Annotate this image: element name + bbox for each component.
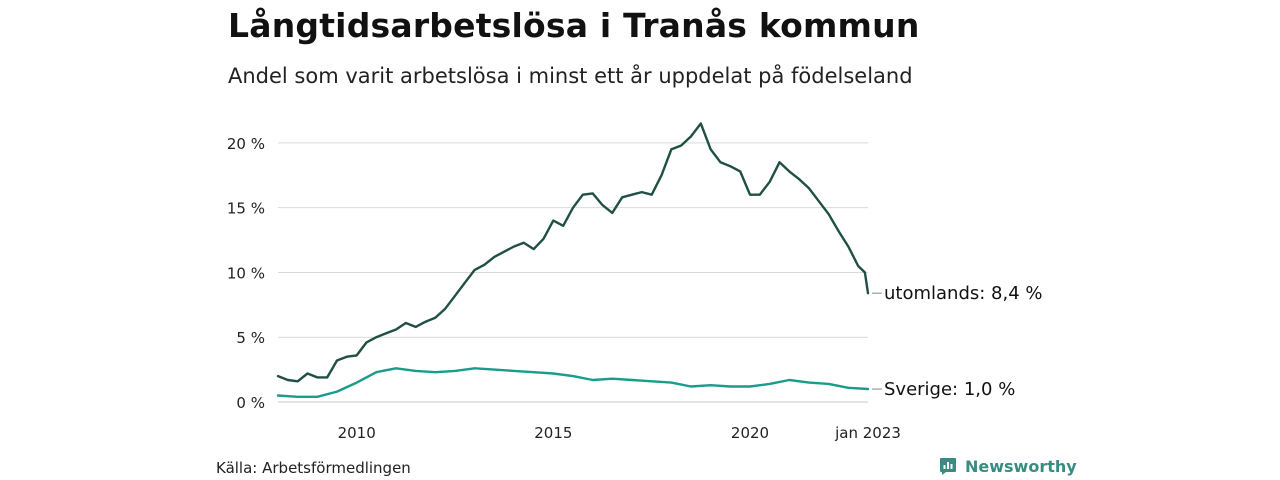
chart-title: Långtidsarbetslösa i Tranås kommun xyxy=(228,6,920,45)
end-label-utomlands: utomlands: 8,4 % xyxy=(884,283,1043,304)
y-tick-label: 20 % xyxy=(227,135,265,153)
newsworthy-logo-icon xyxy=(940,458,956,475)
x-tick-label: 2015 xyxy=(534,424,572,442)
chart-subtitle: Andel som varit arbetslösa i minst ett å… xyxy=(228,64,913,88)
brand-logo[interactable]: Newsworthy xyxy=(938,456,1077,476)
x-tick-label: jan 2023 xyxy=(834,424,901,442)
series-line-sverige xyxy=(276,367,870,398)
y-tick-label: 0 % xyxy=(236,394,265,412)
end-label-sverige: Sverige: 1,0 % xyxy=(884,379,1015,400)
y-tick-label: 15 % xyxy=(227,200,265,218)
y-tick-label: 5 % xyxy=(236,329,265,347)
y-tick-label: 10 % xyxy=(227,264,265,282)
x-tick-label: 2020 xyxy=(731,424,769,442)
source-note: Källa: Arbetsförmedlingen xyxy=(216,459,411,477)
brand-name: Newsworthy xyxy=(965,456,1077,476)
series-line-utomlands xyxy=(276,122,870,383)
x-tick-label: 2010 xyxy=(338,424,376,442)
